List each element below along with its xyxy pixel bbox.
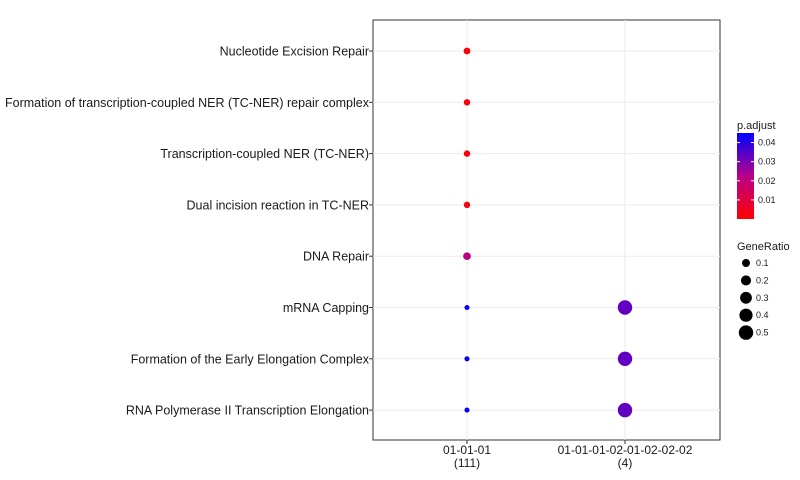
y-tick-label: Nucleotide Excision Repair xyxy=(220,45,369,59)
plot-panel xyxy=(372,19,721,441)
color-legend-tick-label: 0.04 xyxy=(758,138,776,148)
data-points xyxy=(463,47,633,418)
x-axis-labels: 01-01-01(111) 01-01-01-02-01-02-02-02(4) xyxy=(443,440,693,470)
grid-lines xyxy=(373,20,720,440)
color-legend-tick-label: 0.01 xyxy=(758,195,776,205)
data-point xyxy=(464,304,470,311)
data-point xyxy=(463,201,471,209)
y-tick-label: RNA Polymerase II Transcription Elongati… xyxy=(126,404,369,418)
size-legend: GeneRatio 0.1 0.2 0.3 0.4 0.5 xyxy=(737,241,790,340)
size-legend-label: 0.4 xyxy=(756,310,769,320)
color-legend-tick-label: 0.03 xyxy=(758,157,776,167)
size-legend-dot xyxy=(742,259,750,267)
x-tick-count-label: (4) xyxy=(618,456,633,470)
size-legend-label: 0.5 xyxy=(756,328,769,338)
y-tick-label: Formation of the Early Elongation Comple… xyxy=(131,352,370,366)
y-tick-label: Formation of transcription-coupled NER (… xyxy=(5,96,370,110)
size-legend-title: GeneRatio xyxy=(737,241,790,253)
color-legend-ticks: 0.04 0.03 0.02 0.01 xyxy=(737,138,776,205)
color-legend: p.adjust 0.04 0.03 0.02 0.01 xyxy=(737,120,776,219)
y-tick-label: mRNA Capping xyxy=(283,301,369,315)
y-tick-label: Transcription-coupled NER (TC-NER) xyxy=(160,147,369,161)
size-legend-items: 0.1 0.2 0.3 0.4 0.5 xyxy=(738,258,769,340)
y-tick-label: Dual incision reaction in TC-NER xyxy=(187,198,369,212)
data-point xyxy=(617,351,633,366)
y-tick-label: DNA Repair xyxy=(303,250,369,264)
data-point xyxy=(617,300,633,315)
size-legend-dot xyxy=(740,275,752,286)
size-legend-dot xyxy=(740,291,752,304)
size-legend-label: 0.3 xyxy=(756,293,769,303)
color-legend-tick-label: 0.02 xyxy=(758,176,776,186)
data-point xyxy=(617,402,633,418)
data-point xyxy=(463,99,471,106)
size-legend-dot xyxy=(738,325,754,340)
data-point xyxy=(464,356,470,362)
color-legend-bar xyxy=(737,133,754,219)
size-legend-dot xyxy=(739,308,753,322)
data-point xyxy=(463,150,471,157)
size-legend-label: 0.1 xyxy=(756,258,769,268)
data-point xyxy=(463,47,471,55)
data-point xyxy=(464,407,470,413)
x-tick-label: 01-01-01-02-01-02-02-02 xyxy=(558,443,693,457)
x-tick-label: 01-01-01 xyxy=(443,443,491,457)
data-point xyxy=(463,252,471,261)
size-legend-label: 0.2 xyxy=(756,275,769,285)
x-tick-count-label: (111) xyxy=(454,456,480,470)
y-axis-labels: Nucleotide Excision Repair Formation of t… xyxy=(5,45,373,418)
color-legend-title: p.adjust xyxy=(737,120,776,132)
